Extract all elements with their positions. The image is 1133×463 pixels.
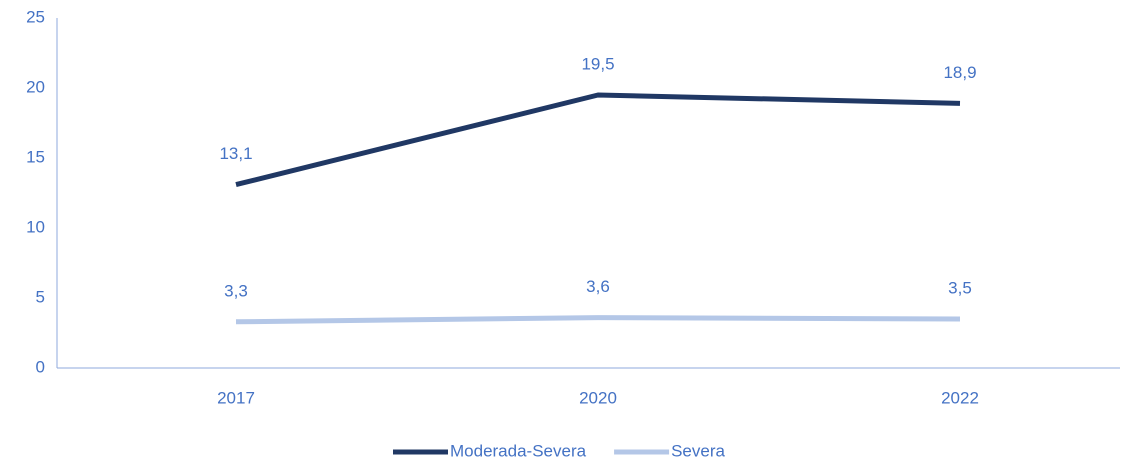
data-label: 18,9 <box>943 63 976 82</box>
data-label: 19,5 <box>581 54 614 73</box>
data-label: 3,3 <box>224 281 248 300</box>
data-label: 3,5 <box>948 278 972 297</box>
y-tick-label: 25 <box>26 7 45 26</box>
data-label: 3,6 <box>586 277 610 296</box>
y-tick-label: 0 <box>36 357 45 376</box>
x-tick-label: 2017 <box>217 388 255 407</box>
x-tick-label: 2022 <box>941 388 979 407</box>
y-tick-label: 20 <box>26 77 45 96</box>
data-label: 13,1 <box>219 144 252 163</box>
series-line <box>235 92 961 188</box>
y-tick-label: 10 <box>26 217 45 236</box>
y-tick-label: 15 <box>26 147 45 166</box>
y-tick-label: 5 <box>36 287 45 306</box>
series-line <box>235 315 961 325</box>
legend-label: Moderada-Severa <box>450 441 587 460</box>
legend-label: Severa <box>671 441 725 460</box>
x-tick-label: 2020 <box>579 388 617 407</box>
